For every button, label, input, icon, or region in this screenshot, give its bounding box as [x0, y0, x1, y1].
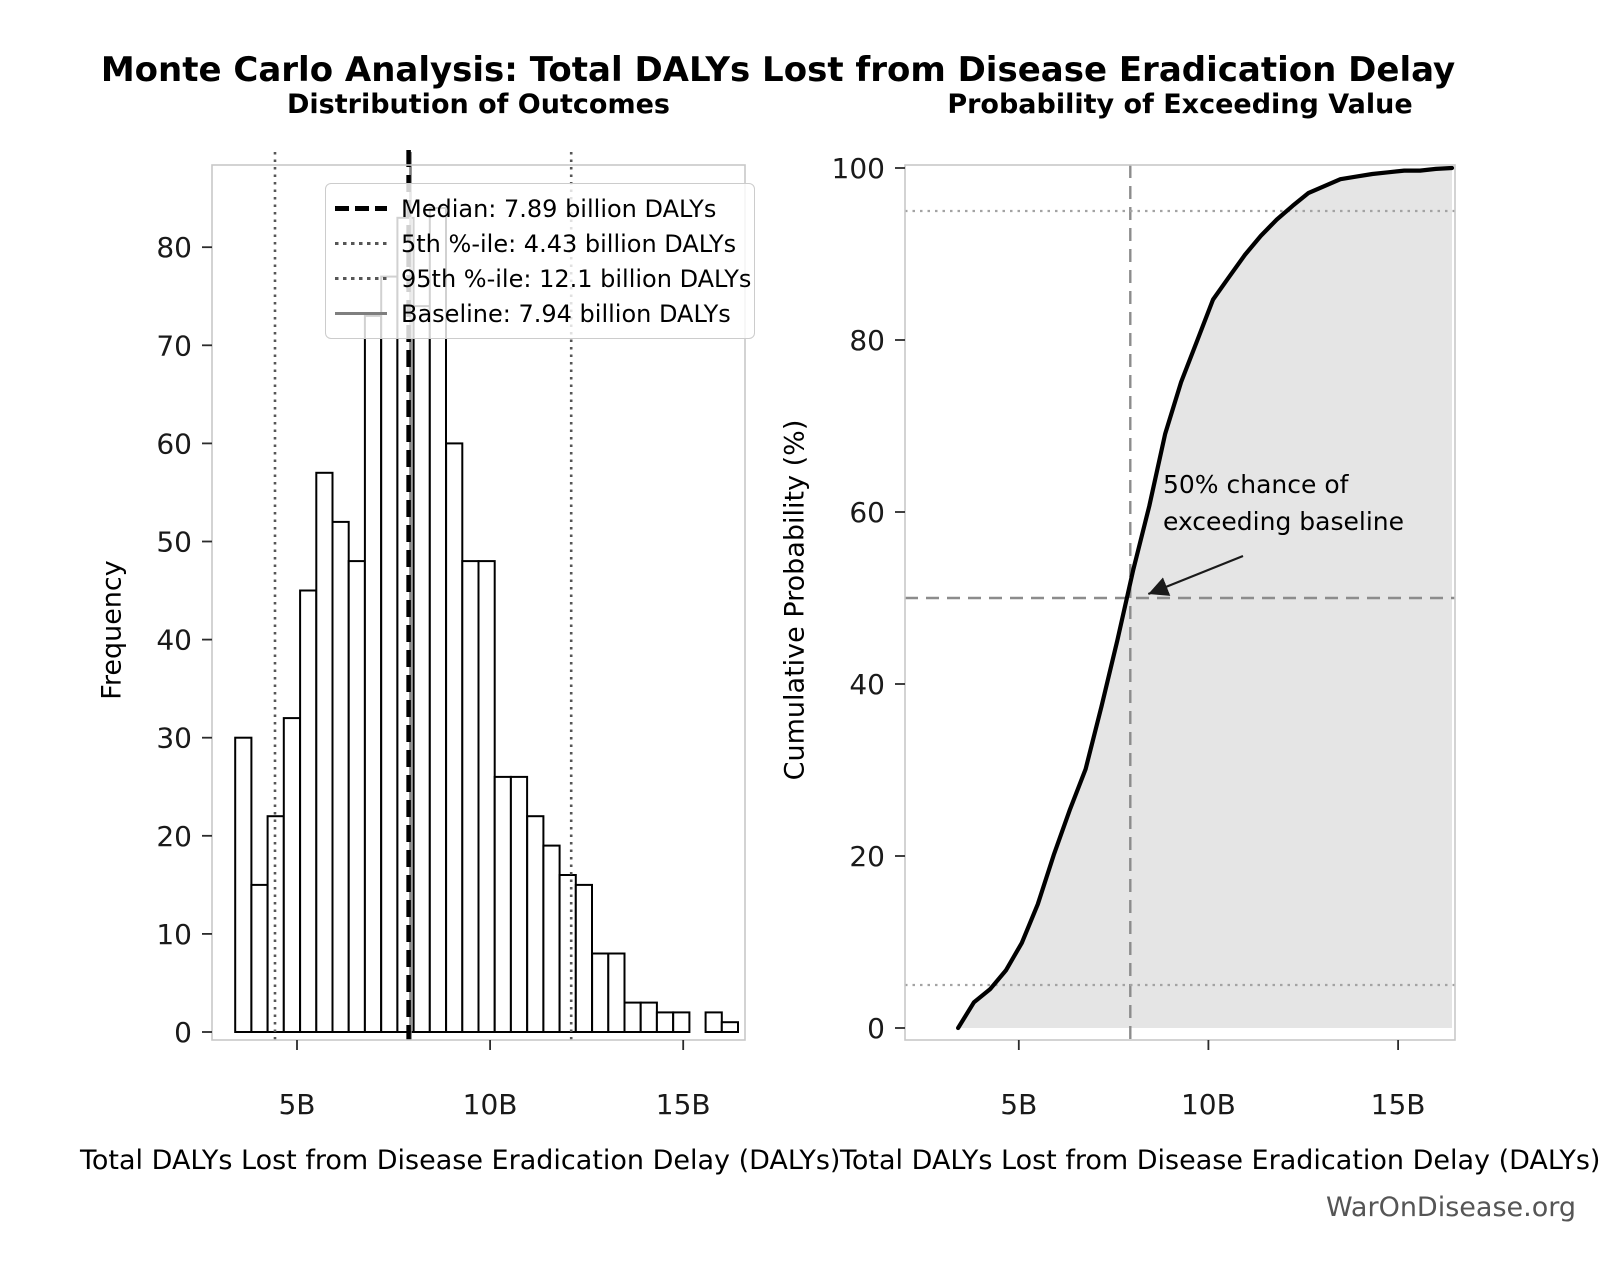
legend-label-baseline: Baseline: 7.94 billion DALYs — [401, 299, 731, 328]
y-tick-label: 20 — [156, 820, 192, 853]
solid-line-icon — [335, 311, 387, 316]
histogram-bar — [509, 775, 529, 1034]
watermark: WarOnDisease.org — [1325, 1192, 1576, 1223]
y-tick-label: 60 — [849, 496, 885, 529]
legend-label-median: Median: 7.89 billion DALYs — [401, 194, 717, 223]
y-tick-label: 0 — [174, 1016, 192, 1049]
histogram-y-axis-label: Frequency — [96, 560, 128, 700]
y-tick-label: 40 — [156, 624, 192, 657]
histogram-bar — [250, 883, 269, 1034]
y-tick-label: 10 — [156, 918, 192, 951]
cdf-annotation-line2: exceeding baseline — [1163, 507, 1404, 536]
annotation-arrow — [1147, 554, 1244, 596]
y-tick-label: 70 — [156, 329, 192, 362]
histogram-bar — [574, 883, 593, 1034]
y-tick-label: 0 — [867, 1012, 885, 1045]
cdf-frame — [904, 164, 1456, 1041]
histogram-bar — [493, 775, 512, 1034]
histogram-bar — [591, 952, 610, 1033]
histogram-bar — [461, 560, 480, 1033]
dotted-line-icon — [335, 241, 387, 246]
histogram-title: Distribution of Outcomes — [287, 89, 670, 120]
histogram-frame — [211, 164, 746, 1041]
legend-item-p5: 5th %-ile: 4.43 billion DALYs — [335, 226, 748, 261]
cdf-annotation: 50% chance of exceeding baseline — [1163, 466, 1404, 540]
y-tick-label: 60 — [156, 427, 192, 460]
legend-label-p95: 95th %-ile: 12.1 billion DALYs — [401, 264, 752, 293]
dashed-line-icon — [335, 206, 387, 211]
histogram-bar — [331, 520, 350, 1034]
x-tick-label: 10B — [1181, 1088, 1236, 1121]
histogram-bar — [655, 1011, 675, 1034]
x-tick-label: 5B — [278, 1088, 315, 1121]
histogram-plot: 5B 10B 15B 0 10 20 30 40 50 60 70 80 — [156, 150, 746, 1121]
histogram-bar — [363, 314, 383, 1033]
histogram-bar — [477, 560, 496, 1033]
x-tick-label: 15B — [1371, 1088, 1426, 1121]
cdf-annotation-line1: 50% chance of — [1163, 470, 1349, 499]
histogram-bar — [542, 844, 561, 1033]
y-tick-label: 80 — [156, 231, 192, 264]
histogram-bar — [347, 560, 366, 1033]
legend-label-p5: 5th %-ile: 4.43 billion DALYs — [401, 229, 737, 258]
figure-title: Monte Carlo Analysis: Total DALYs Lost f… — [100, 50, 1456, 90]
histogram-bar — [639, 1001, 658, 1033]
legend-item-p95: 95th %-ile: 12.1 billion DALYs — [335, 261, 752, 296]
histogram-bar — [315, 471, 334, 1033]
histogram-bar — [412, 305, 431, 1034]
legend-item-median: Median: 7.89 billion DALYs — [335, 191, 748, 226]
histogram-bar — [607, 952, 626, 1033]
y-tick-label: 80 — [849, 324, 885, 357]
y-tick-label: 50 — [156, 526, 192, 559]
histogram-bar — [445, 442, 464, 1033]
histogram-bar — [526, 815, 545, 1034]
histogram-bar — [380, 275, 399, 1034]
histogram-bar — [282, 717, 301, 1033]
y-tick-label: 20 — [849, 840, 885, 873]
x-tick-label: 15B — [656, 1088, 711, 1121]
y-tick-label: 40 — [849, 668, 885, 701]
histogram-bar — [623, 1001, 642, 1033]
dotted-line-icon — [335, 276, 387, 281]
cdf-title: Probability of Exceeding Value — [947, 89, 1413, 120]
legend-item-baseline: Baseline: 7.94 billion DALYs — [335, 296, 748, 331]
histogram-bars — [234, 207, 739, 1034]
cdf-curve — [955, 165, 1455, 1031]
x-tick-label: 5B — [1000, 1088, 1037, 1121]
histogram-legend: Median: 7.89 billion DALYs 5th %-ile: 4.… — [325, 183, 755, 339]
cdf-plot: 5B 10B 15B 0 20 40 60 80 100 — [832, 152, 1456, 1121]
cdf-y-axis-label: Cumulative Probability (%) — [779, 419, 811, 781]
y-tick-label: 100 — [832, 152, 885, 185]
x-tick-label: 10B — [463, 1088, 518, 1121]
histogram-bar — [558, 874, 577, 1033]
histogram-bar — [234, 736, 253, 1033]
histogram-bar — [704, 1011, 723, 1034]
histogram-bar — [672, 1011, 691, 1034]
histogram-x-axis-label: Total DALYs Lost from Disease Eradicatio… — [80, 1145, 841, 1176]
cdf-x-axis-label: Total DALYs Lost from Disease Eradicatio… — [840, 1145, 1601, 1176]
y-tick-label: 30 — [156, 722, 192, 755]
histogram-bar — [299, 589, 318, 1033]
histogram-bar — [720, 1021, 739, 1034]
